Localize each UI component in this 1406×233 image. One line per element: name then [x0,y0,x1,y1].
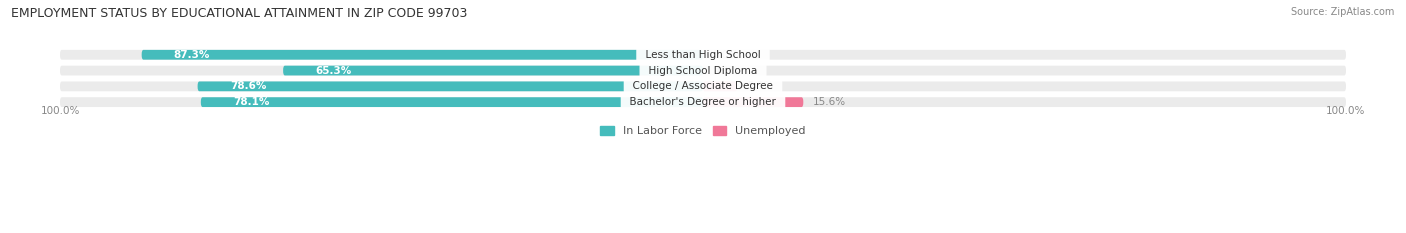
Text: High School Diploma: High School Diploma [643,65,763,75]
Text: 100.0%: 100.0% [1326,106,1365,116]
FancyBboxPatch shape [198,82,703,91]
FancyBboxPatch shape [703,97,803,107]
Text: 78.6%: 78.6% [229,81,266,91]
FancyBboxPatch shape [60,97,703,107]
FancyBboxPatch shape [60,66,703,75]
FancyBboxPatch shape [703,82,1346,91]
Text: Less than High School: Less than High School [638,50,768,60]
Text: College / Associate Degree: College / Associate Degree [626,81,780,91]
Text: 78.1%: 78.1% [233,97,270,107]
Text: 87.3%: 87.3% [174,50,209,60]
FancyBboxPatch shape [283,66,703,75]
Text: 5.3%: 5.3% [747,81,773,91]
FancyBboxPatch shape [703,82,737,91]
Text: 0.0%: 0.0% [713,50,740,60]
Text: 100.0%: 100.0% [41,106,80,116]
Text: EMPLOYMENT STATUS BY EDUCATIONAL ATTAINMENT IN ZIP CODE 99703: EMPLOYMENT STATUS BY EDUCATIONAL ATTAINM… [11,7,468,20]
FancyBboxPatch shape [703,97,1346,107]
FancyBboxPatch shape [703,50,1346,60]
FancyBboxPatch shape [60,82,703,91]
Text: 15.6%: 15.6% [813,97,846,107]
FancyBboxPatch shape [703,66,1346,75]
FancyBboxPatch shape [201,97,703,107]
Legend: In Labor Force, Unemployed: In Labor Force, Unemployed [596,121,810,140]
FancyBboxPatch shape [142,50,703,60]
Text: Source: ZipAtlas.com: Source: ZipAtlas.com [1291,7,1395,17]
FancyBboxPatch shape [60,50,703,60]
Text: 0.0%: 0.0% [713,65,740,75]
Text: Bachelor's Degree or higher: Bachelor's Degree or higher [623,97,783,107]
Text: 65.3%: 65.3% [315,65,352,75]
